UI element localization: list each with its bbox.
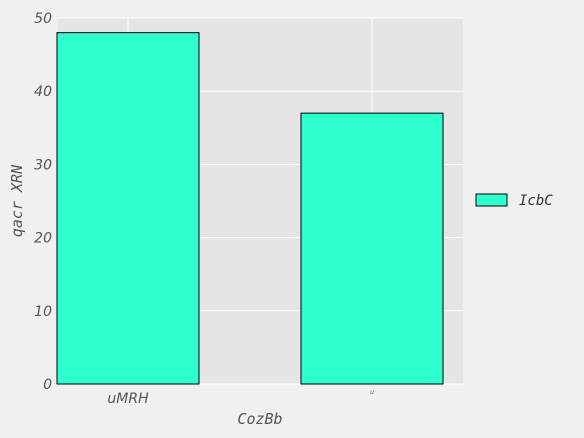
- y-tick-label: 30: [34, 157, 52, 173]
- y-tick-label: 0: [43, 377, 52, 393]
- y-tick-label: 50: [34, 11, 52, 27]
- bar-uMRH: [56, 32, 200, 385]
- x-tick-labels: uMRH u: [107, 389, 374, 407]
- legend-label: IcbC: [519, 193, 553, 209]
- y-tick-label: 40: [34, 84, 52, 100]
- y-tick-label: 10: [34, 304, 52, 320]
- x-axis-label: CozBb: [237, 410, 282, 428]
- legend-swatch: [475, 193, 508, 207]
- bar-u: [300, 112, 444, 385]
- y-tick-label: 20: [34, 231, 52, 247]
- y-axis-label: qacr XRN: [8, 164, 26, 237]
- bars: [56, 32, 444, 385]
- x-tick-label: uMRH: [107, 391, 149, 407]
- legend: IcbC: [475, 193, 553, 209]
- x-tick-label: u: [370, 389, 374, 396]
- y-tick-labels: 0 10 20 30 40 50: [34, 11, 52, 393]
